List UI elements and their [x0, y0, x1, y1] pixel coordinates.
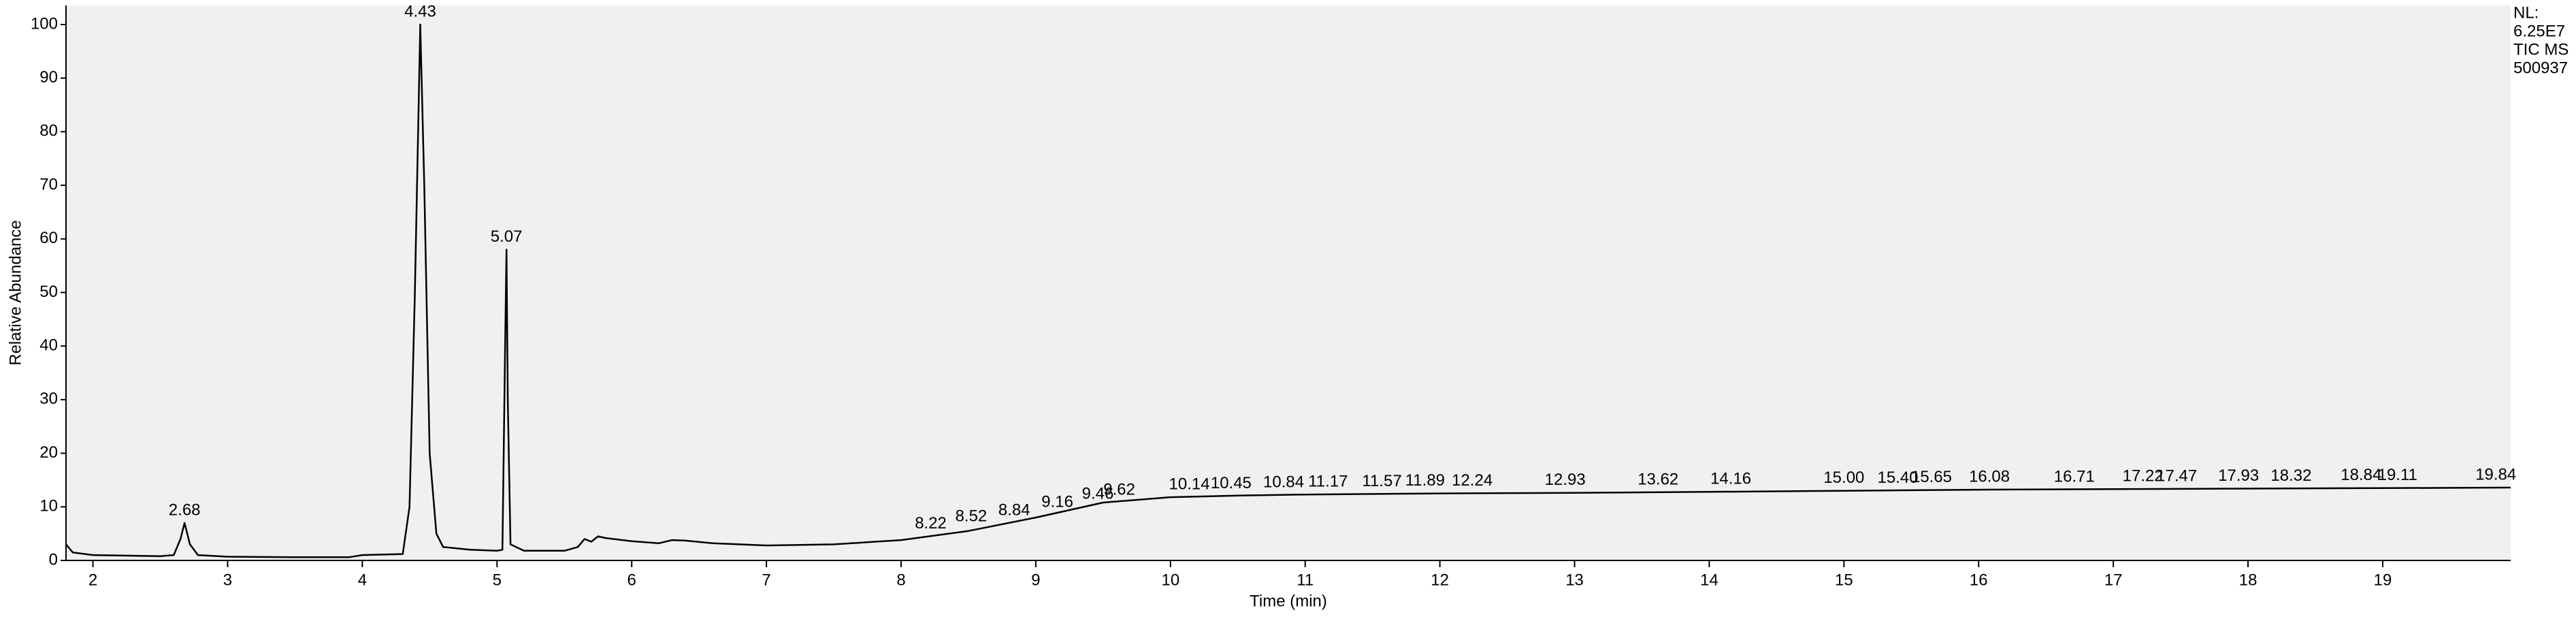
x-tick-label: 7	[762, 571, 770, 589]
y-tick-label: 50	[39, 283, 58, 301]
peak-label: 18.32	[2270, 466, 2311, 485]
peak-label: 19.11	[2378, 466, 2417, 484]
peak-label: 15.00	[1823, 469, 1864, 487]
peak-label: 8.22	[915, 514, 947, 533]
peak-label: 17.47	[2156, 467, 2197, 486]
peak-label: 10.84	[1263, 473, 1304, 491]
peak-label: 16.71	[2054, 467, 2095, 486]
peak-label: 17.22	[2123, 467, 2164, 486]
y-tick-label: 30	[39, 390, 58, 408]
peak-label: 18.84	[2341, 466, 2381, 484]
y-tick-label: 0	[49, 550, 58, 569]
info-text: TIC MS	[2513, 40, 2569, 59]
info-text: 6.25E7	[2513, 22, 2565, 40]
peak-label: 9.46	[1082, 485, 1114, 503]
trace	[65, 23, 2511, 558]
peak-label: 15.65	[1911, 468, 1952, 486]
x-tick-label: 13	[1565, 571, 1584, 589]
x-tick-label: 3	[223, 571, 232, 589]
x-tick-label: 10	[1161, 571, 1179, 589]
x-tick-label: 16	[1970, 571, 1988, 589]
x-tick-label: 17	[2104, 571, 2123, 589]
peak-label: 8.52	[956, 507, 988, 526]
peak-label: 10.45	[1211, 474, 1252, 492]
y-tick-label: 10	[39, 497, 58, 515]
info-text: 500937	[2513, 59, 2568, 77]
y-tick-label: 40	[39, 336, 58, 355]
y-tick-label: 70	[39, 175, 58, 193]
x-tick-label: 12	[1431, 571, 1449, 589]
y-tick-label: 60	[39, 229, 58, 247]
peak-label: 11.57	[1362, 472, 1401, 490]
peak-label: 8.84	[998, 501, 1030, 519]
x-tick-label: 15	[1835, 571, 1853, 589]
peak-label: 10.14	[1169, 475, 1210, 493]
peak-label: 16.08	[1969, 467, 2010, 486]
x-tick-label: 8	[896, 571, 905, 589]
x-tick-label: 6	[627, 571, 636, 589]
peak-label: 5.07	[491, 227, 523, 246]
info-text: NL:	[2513, 3, 2539, 22]
x-axis-label: Time (min)	[1250, 592, 1327, 610]
peak-label: 14.16	[1710, 470, 1751, 488]
y-tick-label: 80	[39, 122, 58, 140]
peak-label: 15.40	[1877, 469, 1918, 487]
y-tick-label: 100	[31, 14, 58, 33]
x-tick-label: 4	[358, 571, 367, 589]
peak-label: 17.93	[2218, 466, 2259, 485]
x-tick-label: 2	[88, 571, 97, 589]
plot-area	[66, 5, 2511, 560]
peak-label: 4.43	[404, 2, 436, 20]
peak-label: 11.89	[1405, 471, 1445, 490]
y-tick-label: 20	[39, 443, 58, 462]
y-axis-label: Relative Abundance	[6, 220, 25, 366]
peak-label: 19.84	[2475, 465, 2516, 483]
peak-label: 9.16	[1041, 492, 1073, 511]
x-tick-label: 18	[2239, 571, 2257, 589]
peak-label: 2.68	[169, 501, 201, 519]
peak-label: 13.62	[1637, 470, 1678, 488]
peak-label: 12.93	[1545, 471, 1586, 489]
x-tick-label: 19	[2374, 571, 2392, 589]
x-tick-label: 9	[1031, 571, 1040, 589]
peak-label: 9.62	[1103, 480, 1135, 498]
peak-label: 12.24	[1452, 471, 1493, 490]
x-tick-label: 14	[1700, 571, 1718, 589]
y-tick-label: 90	[39, 68, 58, 86]
x-tick-label: 5	[493, 571, 502, 589]
peak-label: 11.17	[1308, 473, 1348, 491]
x-tick-label: 11	[1297, 571, 1314, 589]
